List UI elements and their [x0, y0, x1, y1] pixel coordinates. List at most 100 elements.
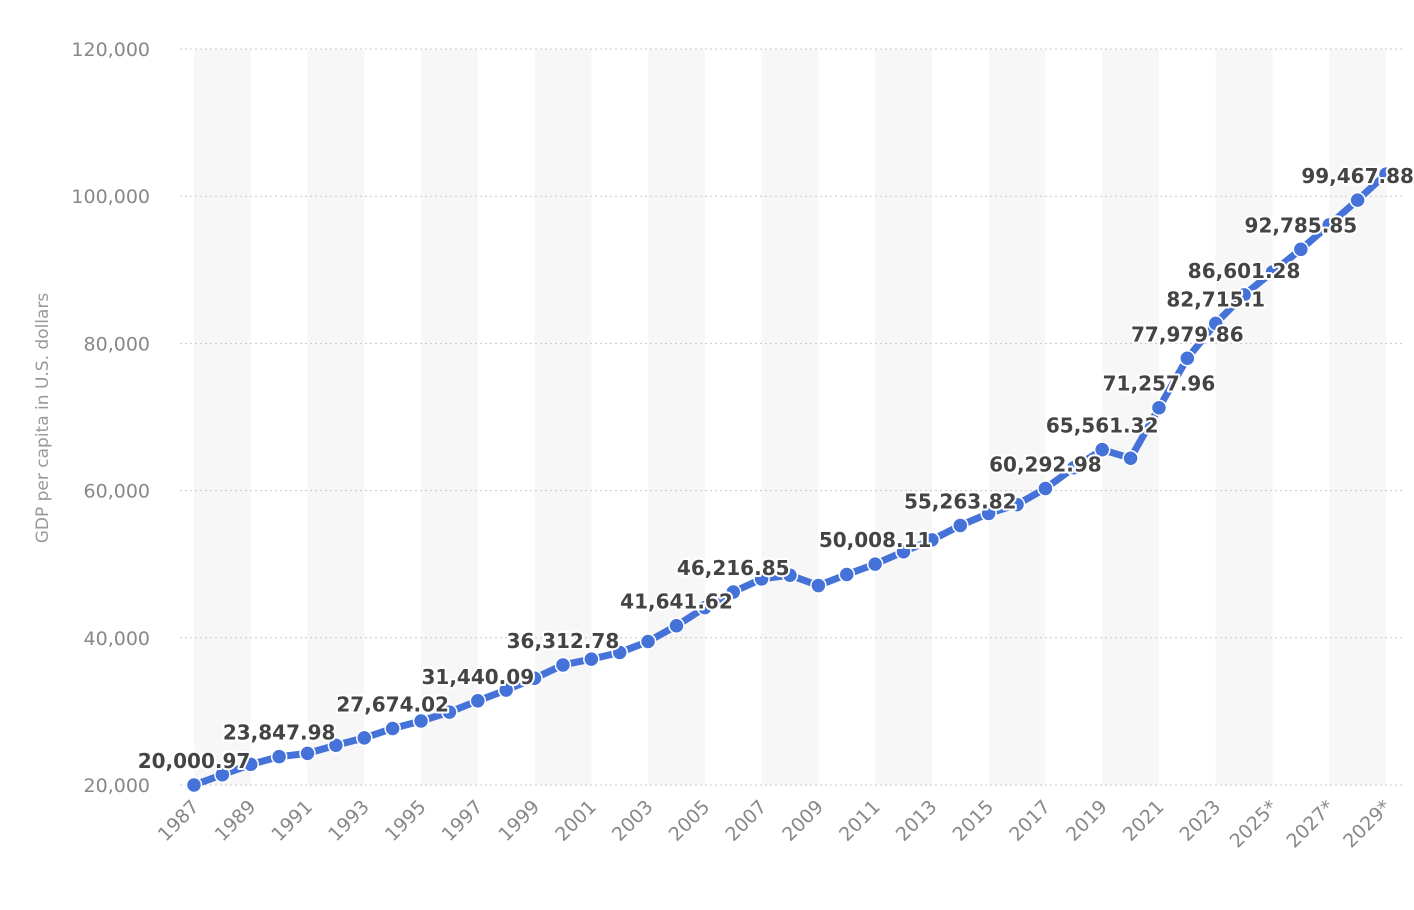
x-tick-label: 1997 [438, 796, 488, 846]
x-tick-label: 2023 [1175, 796, 1225, 846]
column-bands [194, 49, 1386, 785]
data-point [1008, 496, 1026, 513]
data-point [668, 617, 685, 634]
data-point [1264, 263, 1281, 281]
data-point [1150, 399, 1168, 416]
data-point [1349, 191, 1366, 209]
column-band [307, 49, 365, 785]
data-label: 20,000.97 [138, 749, 251, 773]
data-point [554, 656, 572, 674]
data-point [1235, 286, 1253, 304]
data-point [1292, 241, 1310, 258]
data-label: 31,440.09 [422, 665, 535, 689]
data-point [583, 650, 600, 668]
data-point [412, 712, 430, 730]
data-point [1179, 350, 1196, 367]
data-point [185, 776, 203, 794]
x-tick-label: 2029* [1339, 796, 1395, 852]
data-point [696, 599, 714, 616]
x-tick-label: 1993 [324, 796, 374, 846]
data-label: 27,674.02 [336, 693, 449, 717]
x-tick-label: 2001 [551, 796, 601, 846]
data-point [1093, 441, 1111, 458]
data-label: 60,292.98 [989, 452, 1102, 476]
data-point [1065, 459, 1083, 477]
data-label: 92,785.85 [1245, 213, 1358, 237]
y-tick-label: 60,000 [84, 481, 150, 503]
data-point [384, 720, 401, 737]
x-tick-label: 1999 [494, 796, 544, 846]
data-label: 41,641.62 [620, 590, 733, 614]
data-point [1122, 449, 1139, 467]
data-point [327, 737, 345, 754]
x-tick-label: 1987 [154, 796, 204, 846]
x-tick-label: 1995 [381, 796, 431, 846]
data-label: 46,216.85 [677, 556, 790, 580]
data-point [441, 703, 458, 721]
y-tick-label: 80,000 [84, 333, 150, 355]
data-label: 55,263.82 [904, 489, 1017, 513]
data-label: 86,601.28 [1188, 259, 1301, 283]
column-band [988, 49, 1046, 785]
x-tick-label: 1991 [267, 796, 317, 846]
y-tick-label: 100,000 [71, 186, 150, 208]
y-tick-label: 20,000 [84, 775, 150, 797]
y-axis-label: GDP per capita in U.S. dollars [33, 293, 53, 544]
data-label: 71,257.96 [1103, 372, 1216, 396]
x-tick-label: 2005 [665, 796, 715, 846]
data-point [299, 745, 316, 762]
data-point [923, 531, 941, 549]
column-band [1102, 49, 1159, 785]
x-tick-label: 2021 [1119, 796, 1169, 846]
data-point [866, 555, 884, 573]
series-gdp-per-capita [185, 165, 1395, 794]
column-band [1329, 49, 1386, 785]
column-band [761, 49, 819, 785]
data-point [469, 692, 487, 710]
data-point [1377, 165, 1395, 183]
data-label: 23,847.98 [223, 721, 336, 745]
x-tick-label: 2027* [1282, 796, 1338, 852]
data-point [980, 505, 997, 522]
data-point [1207, 315, 1224, 332]
data-point [1320, 216, 1338, 234]
data-point [810, 577, 827, 594]
x-tick-label: 2007 [721, 796, 771, 846]
data-point [611, 644, 628, 661]
data-label: 82,715.1 [1166, 287, 1265, 311]
data-point [895, 543, 912, 560]
x-axis-ticks: 1987 1989 1991 1993 1995 1997 1999 2001 2003 2005… [154, 796, 1396, 852]
data-point [724, 583, 742, 601]
data-point [838, 566, 856, 583]
y-tick-label: 40,000 [84, 628, 150, 650]
data-point [356, 729, 373, 747]
data-label: 99,467.88 [1301, 164, 1414, 188]
y-tick-label: 120,000 [71, 39, 150, 61]
data-label: 77,979.86 [1131, 322, 1244, 346]
data-point [242, 756, 260, 773]
x-tick-label: 2003 [608, 796, 658, 846]
gridlines [180, 48, 1402, 786]
data-point [497, 681, 515, 699]
data-point [270, 748, 288, 765]
column-band [1215, 49, 1273, 785]
column-band [648, 49, 705, 785]
data-point [1037, 480, 1054, 497]
column-band [875, 49, 932, 785]
x-tick-label: 2015 [948, 796, 998, 846]
data-point [952, 517, 969, 534]
data-label: 65,561.32 [1046, 414, 1159, 438]
x-tick-label: 2013 [892, 796, 942, 846]
data-label: 50,008.11 [819, 528, 932, 552]
data-label: 36,312.78 [507, 629, 620, 653]
x-tick-label: 2009 [778, 796, 828, 846]
data-point [214, 766, 231, 783]
data-point [526, 670, 543, 687]
data-point [781, 566, 799, 584]
column-band [194, 49, 251, 785]
data-point [753, 570, 770, 588]
y-axis-ticks: 20,000 40,000 60,000 80,000 100,000 120,000 [71, 39, 150, 797]
x-tick-label: 2025* [1226, 796, 1282, 852]
